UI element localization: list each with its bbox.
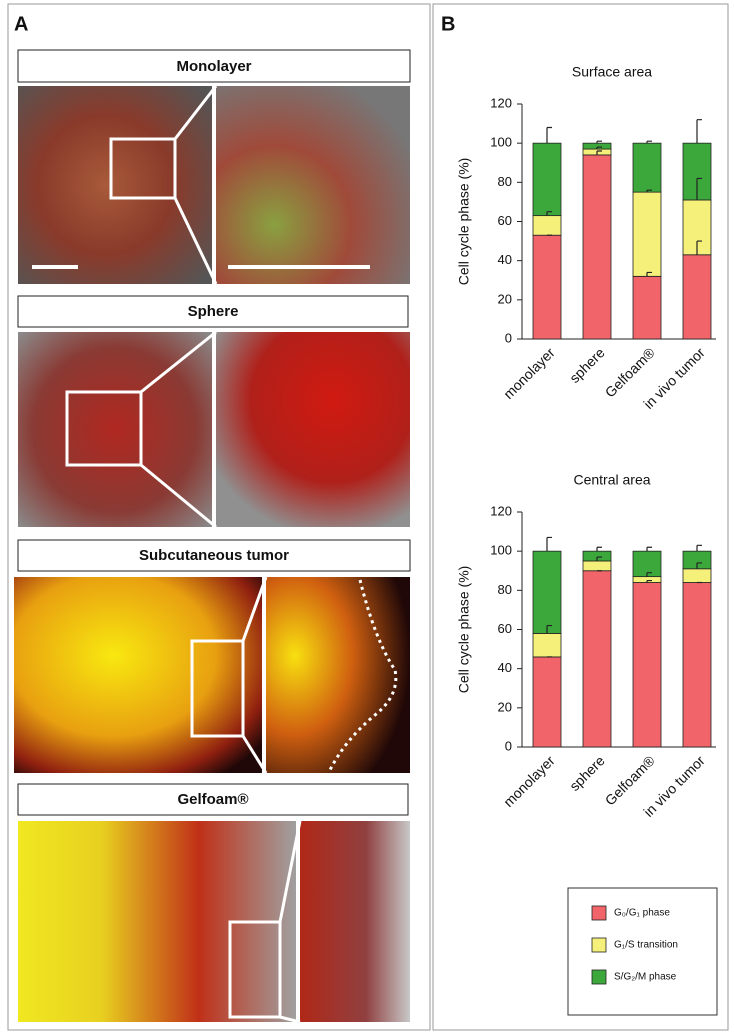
error-bar xyxy=(546,624,552,634)
title-box xyxy=(17,539,411,572)
x-tick-label: sphere xyxy=(566,752,608,794)
zoom-line xyxy=(140,330,217,529)
panel-label: B xyxy=(441,13,455,35)
error-bar xyxy=(596,556,602,561)
error-bar xyxy=(696,562,702,569)
y-tick-label: 120 xyxy=(490,95,512,110)
micrograph xyxy=(18,86,212,284)
zoom-line xyxy=(173,85,218,285)
legend-swatch xyxy=(591,905,607,921)
image-title: Subcutaneous tumor xyxy=(139,547,289,564)
y-tick-label: 100 xyxy=(490,135,512,150)
image-title: Monolayer xyxy=(176,58,251,75)
zoom-box xyxy=(190,639,245,738)
y-tick-label: 40 xyxy=(498,660,512,675)
image-title: Sphere xyxy=(188,303,239,320)
bar-segment xyxy=(532,633,562,658)
x-tick-label: monolayer xyxy=(500,344,558,402)
micrograph-zoom xyxy=(216,332,410,527)
panel-frame xyxy=(7,3,431,1031)
bar-segment xyxy=(632,142,662,193)
chart-title: Central area xyxy=(573,472,650,488)
error-bar xyxy=(596,140,602,144)
y-axis-label: Cell cycle phase (%) xyxy=(456,566,472,694)
title-box xyxy=(17,295,409,328)
bar-segment xyxy=(532,215,562,236)
y-tick-label: 80 xyxy=(498,174,512,189)
bar-segment xyxy=(682,582,712,748)
micrograph-zoom xyxy=(216,86,410,284)
error-bar xyxy=(646,189,652,193)
panel-frame xyxy=(432,3,729,1031)
error-bar xyxy=(646,546,652,552)
y-tick-label: 120 xyxy=(490,503,512,518)
error-bar xyxy=(696,119,702,144)
micrograph xyxy=(14,577,262,773)
panel-label: A xyxy=(14,13,28,35)
error-bar xyxy=(596,150,602,155)
bar-segment xyxy=(682,568,712,583)
error-bar xyxy=(696,240,702,255)
error-bar xyxy=(546,536,552,552)
bar-segment xyxy=(582,154,612,340)
zoom-box xyxy=(65,390,143,467)
bar-segment xyxy=(582,570,612,748)
bar-segment xyxy=(532,142,562,217)
error-bar xyxy=(646,579,652,583)
y-tick-label: 0 xyxy=(505,738,512,753)
y-tick-label: 40 xyxy=(498,252,512,267)
chart-title: Surface area xyxy=(572,64,652,80)
legend-label: G₁/S transition xyxy=(614,940,678,951)
y-tick-label: 100 xyxy=(490,543,512,558)
error-bar xyxy=(596,146,602,150)
zoom-line xyxy=(241,576,268,774)
legend-swatch xyxy=(591,969,607,985)
zoom-box xyxy=(228,920,282,1019)
error-bar xyxy=(646,271,652,277)
y-tick-label: 60 xyxy=(498,621,512,636)
legend-label: G₀/G₁ phase xyxy=(614,908,670,919)
title-box xyxy=(17,783,409,816)
bar-segment xyxy=(532,234,562,340)
zoom-line xyxy=(278,820,302,1024)
y-tick-label: 20 xyxy=(498,291,512,306)
error-bar xyxy=(546,126,552,144)
y-tick-label: 60 xyxy=(498,213,512,228)
micrograph xyxy=(18,332,212,527)
bar-segment xyxy=(632,275,662,340)
bar-segment xyxy=(582,560,612,572)
y-tick-label: 0 xyxy=(505,330,512,345)
y-tick-label: 20 xyxy=(498,699,512,714)
bar-segment xyxy=(632,582,662,748)
title-box xyxy=(17,49,411,83)
error-bar xyxy=(646,140,652,144)
border-line xyxy=(328,579,398,771)
bar-segment xyxy=(532,656,562,748)
bar-segment xyxy=(682,254,712,340)
zoom-box xyxy=(109,137,177,200)
error-bar xyxy=(596,546,602,552)
micrograph-zoom xyxy=(300,821,410,1022)
x-tick-label: monolayer xyxy=(500,752,558,810)
legend-label: S/G₂/M phase xyxy=(614,972,677,983)
error-bar xyxy=(646,572,652,577)
image-title: Gelfoam® xyxy=(177,791,248,808)
bar-segment xyxy=(632,191,662,277)
error-bar xyxy=(546,211,552,216)
bar-segment xyxy=(532,550,562,634)
error-bar xyxy=(696,544,702,552)
error-bar xyxy=(696,177,702,200)
legend-swatch xyxy=(591,937,607,953)
y-axis-label: Cell cycle phase (%) xyxy=(456,158,472,286)
micrograph-zoom xyxy=(266,577,410,773)
y-tick-label: 80 xyxy=(498,582,512,597)
x-tick-label: sphere xyxy=(566,344,608,386)
